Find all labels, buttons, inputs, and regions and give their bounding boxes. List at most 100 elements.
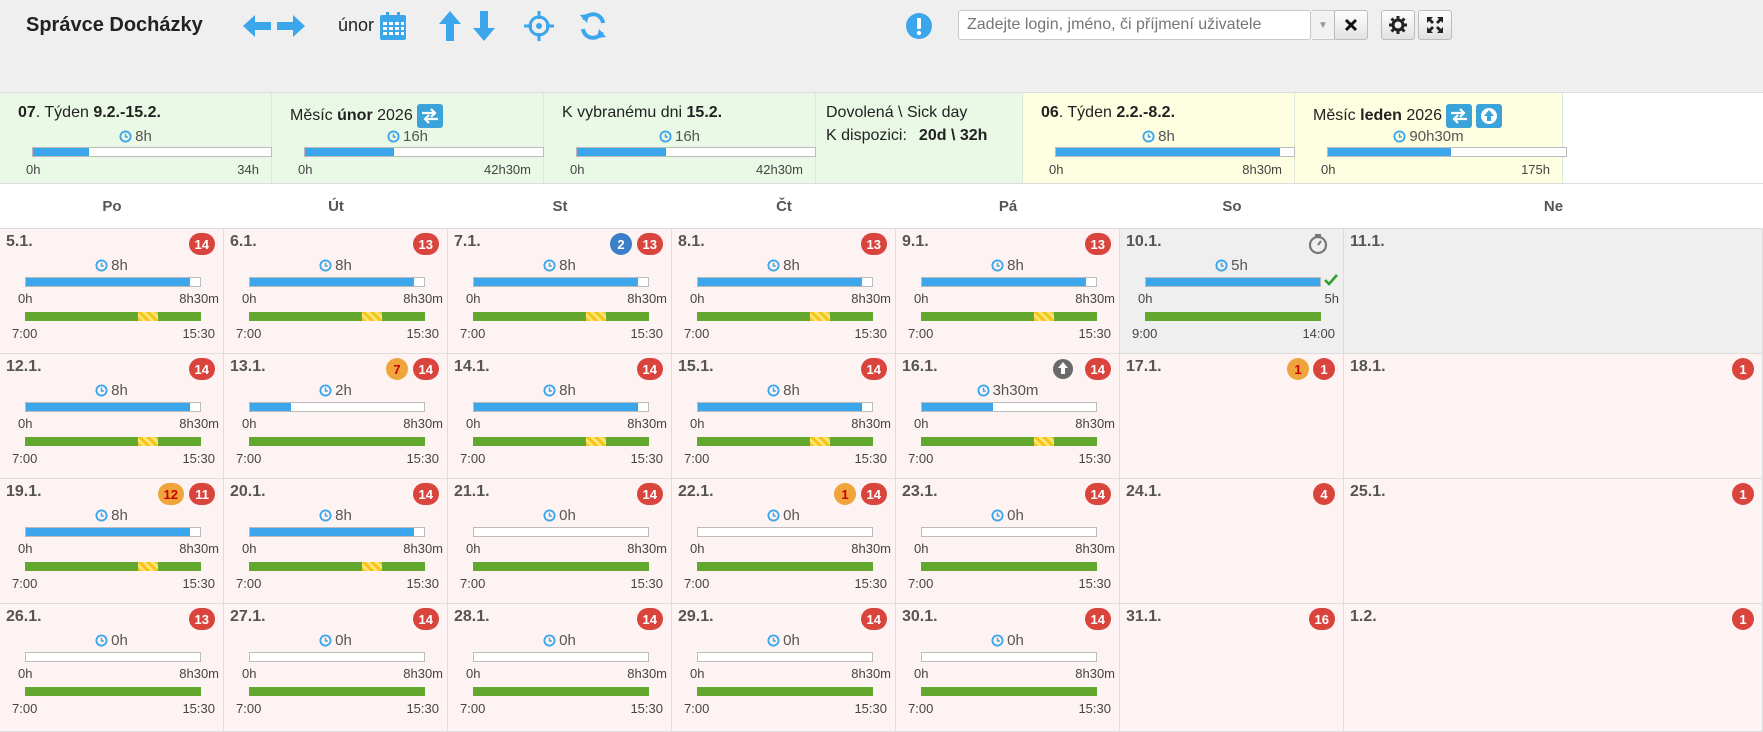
hours-progress-bar <box>697 277 873 287</box>
refresh-icon[interactable] <box>576 8 610 44</box>
count-badge[interactable]: 13 <box>636 233 663 255</box>
count-badge[interactable]: 4 <box>1313 483 1335 505</box>
shift-start: 7:00 <box>460 701 486 716</box>
count-badge[interactable]: 7 <box>386 358 408 380</box>
fullscreen-button[interactable] <box>1418 10 1452 40</box>
calendar-icon[interactable] <box>378 8 408 44</box>
count-badge[interactable]: 14 <box>1084 483 1111 505</box>
upload-icon[interactable] <box>1475 104 1502 128</box>
count-badge[interactable]: 13 <box>860 233 887 255</box>
count-badge[interactable]: 14 <box>1084 358 1111 380</box>
day-cell[interactable]: 26.1. 13 0h 0h 8h30m 7:00 15:30 <box>0 604 224 732</box>
count-badge[interactable]: 14 <box>860 608 887 630</box>
day-cell[interactable]: 14.1. 14 8h 0h 8h30m 7:00 15:30 <box>448 354 672 479</box>
count-badge[interactable]: 14 <box>860 358 887 380</box>
count-badge[interactable]: 14 <box>188 358 215 380</box>
day-cell[interactable]: 15.1. 14 8h 0h 8h30m 7:00 15:30 <box>672 354 896 479</box>
alert-icon[interactable] <box>904 8 934 44</box>
count-badge[interactable]: 14 <box>636 358 663 380</box>
day-cell[interactable]: 6.1. 13 8h 0h 8h30m 7:00 15:30 <box>224 229 448 354</box>
day-cell[interactable]: 29.1. 14 0h 0h 8h30m 7:00 15:30 <box>672 604 896 732</box>
day-cell[interactable]: 12.1. 14 8h 0h 8h30m 7:00 15:30 <box>0 354 224 479</box>
day-cell[interactable]: 24.1. 4 <box>1120 479 1344 604</box>
day-cell[interactable]: 5.1. 14 8h 0h 8h30m 7:00 15:30 <box>0 229 224 354</box>
day-cell[interactable]: 31.1. 16 <box>1120 604 1344 732</box>
hours-range-min: 0h <box>690 666 705 681</box>
day-cell[interactable]: 27.1. 14 0h 0h 8h30m 7:00 15:30 <box>224 604 448 732</box>
crosshair-icon[interactable] <box>522 8 556 44</box>
count-badge[interactable]: 12 <box>157 483 184 505</box>
day-cell[interactable]: 28.1. 14 0h 0h 8h30m 7:00 15:30 <box>448 604 672 732</box>
stopwatch-icon[interactable] <box>1301 233 1335 255</box>
day-cell[interactable]: 22.1. 14 1 0h 0h 8h30m 7:00 15:30 <box>672 479 896 604</box>
upload-icon[interactable] <box>1046 358 1080 380</box>
day-cell[interactable]: 1.2. 1 <box>1344 604 1763 732</box>
summary-title-num: 06 <box>1041 104 1059 121</box>
shift-start: 7:00 <box>236 576 262 591</box>
swap-icon[interactable] <box>1445 104 1472 128</box>
settings-button[interactable] <box>1381 10 1415 40</box>
summary-time: 8h <box>0 128 271 145</box>
count-badge[interactable]: 13 <box>1084 233 1111 255</box>
count-badge[interactable]: 14 <box>412 608 439 630</box>
summary-time-value: 8h <box>1158 128 1175 145</box>
current-month-label[interactable]: únor <box>338 15 375 35</box>
day-cell[interactable]: 21.1. 14 0h 0h 8h30m 7:00 15:30 <box>448 479 672 604</box>
count-badge[interactable]: 1 <box>1287 358 1309 380</box>
day-date: 8.1. <box>678 233 705 250</box>
count-badge[interactable]: 1 <box>1732 483 1754 505</box>
day-cell[interactable]: 23.1. 14 0h 0h 8h30m 7:00 15:30 <box>896 479 1120 604</box>
arrow-down-icon[interactable] <box>470 8 498 44</box>
arrow-right-icon[interactable] <box>274 8 308 44</box>
count-badge[interactable]: 1 <box>1732 608 1754 630</box>
day-cell[interactable]: 16.1. 14 3h30m 0h 8h30m 7:00 15:30 <box>896 354 1120 479</box>
shift-end: 15:30 <box>854 701 887 716</box>
count-badge[interactable]: 14 <box>412 358 439 380</box>
day-cell[interactable]: 18.1. 1 <box>1344 354 1763 479</box>
swap-icon[interactable] <box>416 104 443 128</box>
day-cell[interactable]: 7.1. 13 2 8h 0h 8h30m 7:00 15:30 <box>448 229 672 354</box>
count-badge[interactable]: 14 <box>860 483 887 505</box>
arrow-left-icon[interactable] <box>240 8 274 44</box>
count-badge[interactable]: 14 <box>1084 608 1111 630</box>
day-cell[interactable]: 19.1. 11 12 8h 0h 8h30m 7:00 15:30 <box>0 479 224 604</box>
count-badge[interactable]: 13 <box>412 233 439 255</box>
app-title: Správce Docházky <box>26 14 203 36</box>
day-cell[interactable]: 30.1. 14 0h 0h 8h30m 7:00 15:30 <box>896 604 1120 732</box>
day-cell[interactable]: 20.1. 14 8h 0h 8h30m 7:00 15:30 <box>224 479 448 604</box>
count-badge[interactable]: 11 <box>189 483 215 505</box>
chevron-down-icon: ▼ <box>1318 19 1328 31</box>
hours-progress-fill <box>1146 278 1320 286</box>
vacation-available-label: K dispozici: <box>826 127 907 144</box>
day-cell[interactable]: 8.1. 13 8h 0h 8h30m 7:00 15:30 <box>672 229 896 354</box>
day-cell[interactable]: 11.1. <box>1344 229 1763 354</box>
count-badge[interactable]: 16 <box>1308 608 1335 630</box>
count-badge[interactable]: 14 <box>412 483 439 505</box>
search-input[interactable] <box>959 11 1309 39</box>
worked-hours-value: 8h <box>111 382 128 399</box>
day-header: St <box>448 184 672 229</box>
hours-range-min: 0h <box>914 291 929 306</box>
count-badge[interactable]: 14 <box>636 483 663 505</box>
shift-end: 15:30 <box>630 326 663 341</box>
count-badge[interactable]: 14 <box>636 608 663 630</box>
count-badge[interactable]: 1 <box>834 483 856 505</box>
day-cell[interactable]: 13.1. 14 7 2h 0h 8h30m 7:00 15:30 <box>224 354 448 479</box>
worked-hours: 3h30m <box>896 382 1119 399</box>
count-badge[interactable]: 1 <box>1732 358 1754 380</box>
clear-search-button[interactable] <box>1334 10 1368 40</box>
count-badge[interactable]: 2 <box>610 233 632 255</box>
day-cell[interactable]: 9.1. 13 8h 0h 8h30m 7:00 15:30 <box>896 229 1120 354</box>
day-cell[interactable]: 10.1. 5h 0h 5h 9:00 14:00 <box>1120 229 1344 354</box>
count-badge[interactable]: 1 <box>1313 358 1335 380</box>
worked-hours-value: 0h <box>1007 632 1024 649</box>
arrow-up-icon[interactable] <box>436 8 464 44</box>
day-date: 9.1. <box>902 233 929 250</box>
count-badge[interactable]: 14 <box>188 233 215 255</box>
count-badge[interactable]: 13 <box>188 608 215 630</box>
day-cell[interactable]: 17.1. 1 1 <box>1120 354 1344 479</box>
day-date: 20.1. <box>230 483 266 500</box>
search-dropdown-toggle[interactable]: ▼ <box>1312 10 1335 40</box>
day-cell[interactable]: 25.1. 1 <box>1344 479 1763 604</box>
hours-progress-bar <box>249 527 425 537</box>
